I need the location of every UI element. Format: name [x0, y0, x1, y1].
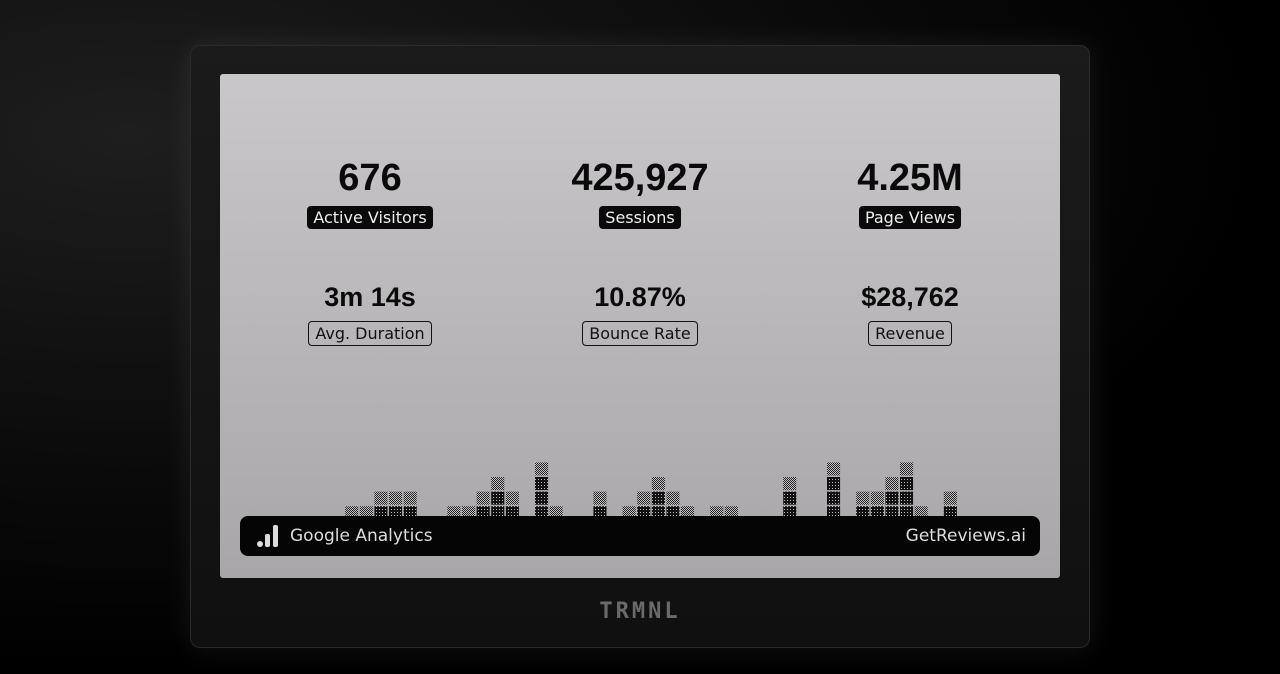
bar-block: [389, 491, 403, 505]
bar-block: [783, 477, 797, 491]
bar-block: [637, 491, 651, 505]
metric-value: 676: [338, 157, 402, 199]
source-label: Google Analytics: [290, 526, 433, 546]
bar-block: [827, 477, 841, 491]
metric-value: $28,762: [861, 282, 959, 312]
metric-label: Sessions: [599, 206, 681, 229]
bar-block: [505, 491, 519, 505]
bar-block: [666, 491, 680, 505]
metric: 425,927 Sessions: [490, 154, 790, 229]
metric-label: Bounce Rate: [582, 321, 698, 346]
metric-label: Page Views: [858, 206, 962, 229]
metric-value: 3m 14s: [324, 282, 416, 312]
screen: Google Analytics GetReviews.ai 676 Active…: [220, 74, 1060, 578]
metric: 10.87% Bounce Rate: [490, 277, 790, 346]
bar-block: [900, 462, 914, 476]
metric-value: 425,927: [571, 157, 709, 199]
footer-bar: Google Analytics GetReviews.ai: [240, 516, 1040, 556]
bar-block: [827, 462, 841, 476]
bar-block: [885, 477, 899, 491]
metric-label: Revenue: [868, 321, 952, 346]
bar-block: [900, 477, 914, 491]
metric-label: Active Visitors: [307, 206, 433, 229]
bar-block: [856, 491, 870, 505]
bar-block: [535, 491, 549, 505]
device-frame: Google Analytics GetReviews.ai 676 Active…: [190, 45, 1090, 648]
brand-logo: TRMNL: [599, 599, 681, 624]
bar-block: [476, 491, 490, 505]
bar-block: [870, 491, 884, 505]
bar-block: [535, 477, 549, 491]
bar-block: [491, 491, 505, 505]
bar-block: [491, 477, 505, 491]
metric: 3m 14s Avg. Duration: [220, 277, 520, 346]
bar-block: [943, 491, 957, 505]
bar-block: [593, 491, 607, 505]
bar-block: [783, 491, 797, 505]
metric: 676 Active Visitors: [220, 154, 520, 229]
metric-value: 4.25M: [857, 157, 963, 199]
bar-block: [651, 491, 665, 505]
analytics-icon: [257, 525, 278, 547]
credit-label: GetReviews.ai: [905, 526, 1026, 546]
bar-block: [535, 462, 549, 476]
bar-block: [403, 491, 417, 505]
bar-block: [900, 491, 914, 505]
metric-value: 10.87%: [594, 282, 686, 312]
bar-block: [827, 491, 841, 505]
metric: 4.25M Page Views: [760, 154, 1060, 229]
bar-block: [651, 477, 665, 491]
metric: $28,762 Revenue: [760, 277, 1060, 346]
bar-block: [374, 491, 388, 505]
bar-block: [885, 491, 899, 505]
metric-label: Avg. Duration: [308, 321, 432, 346]
